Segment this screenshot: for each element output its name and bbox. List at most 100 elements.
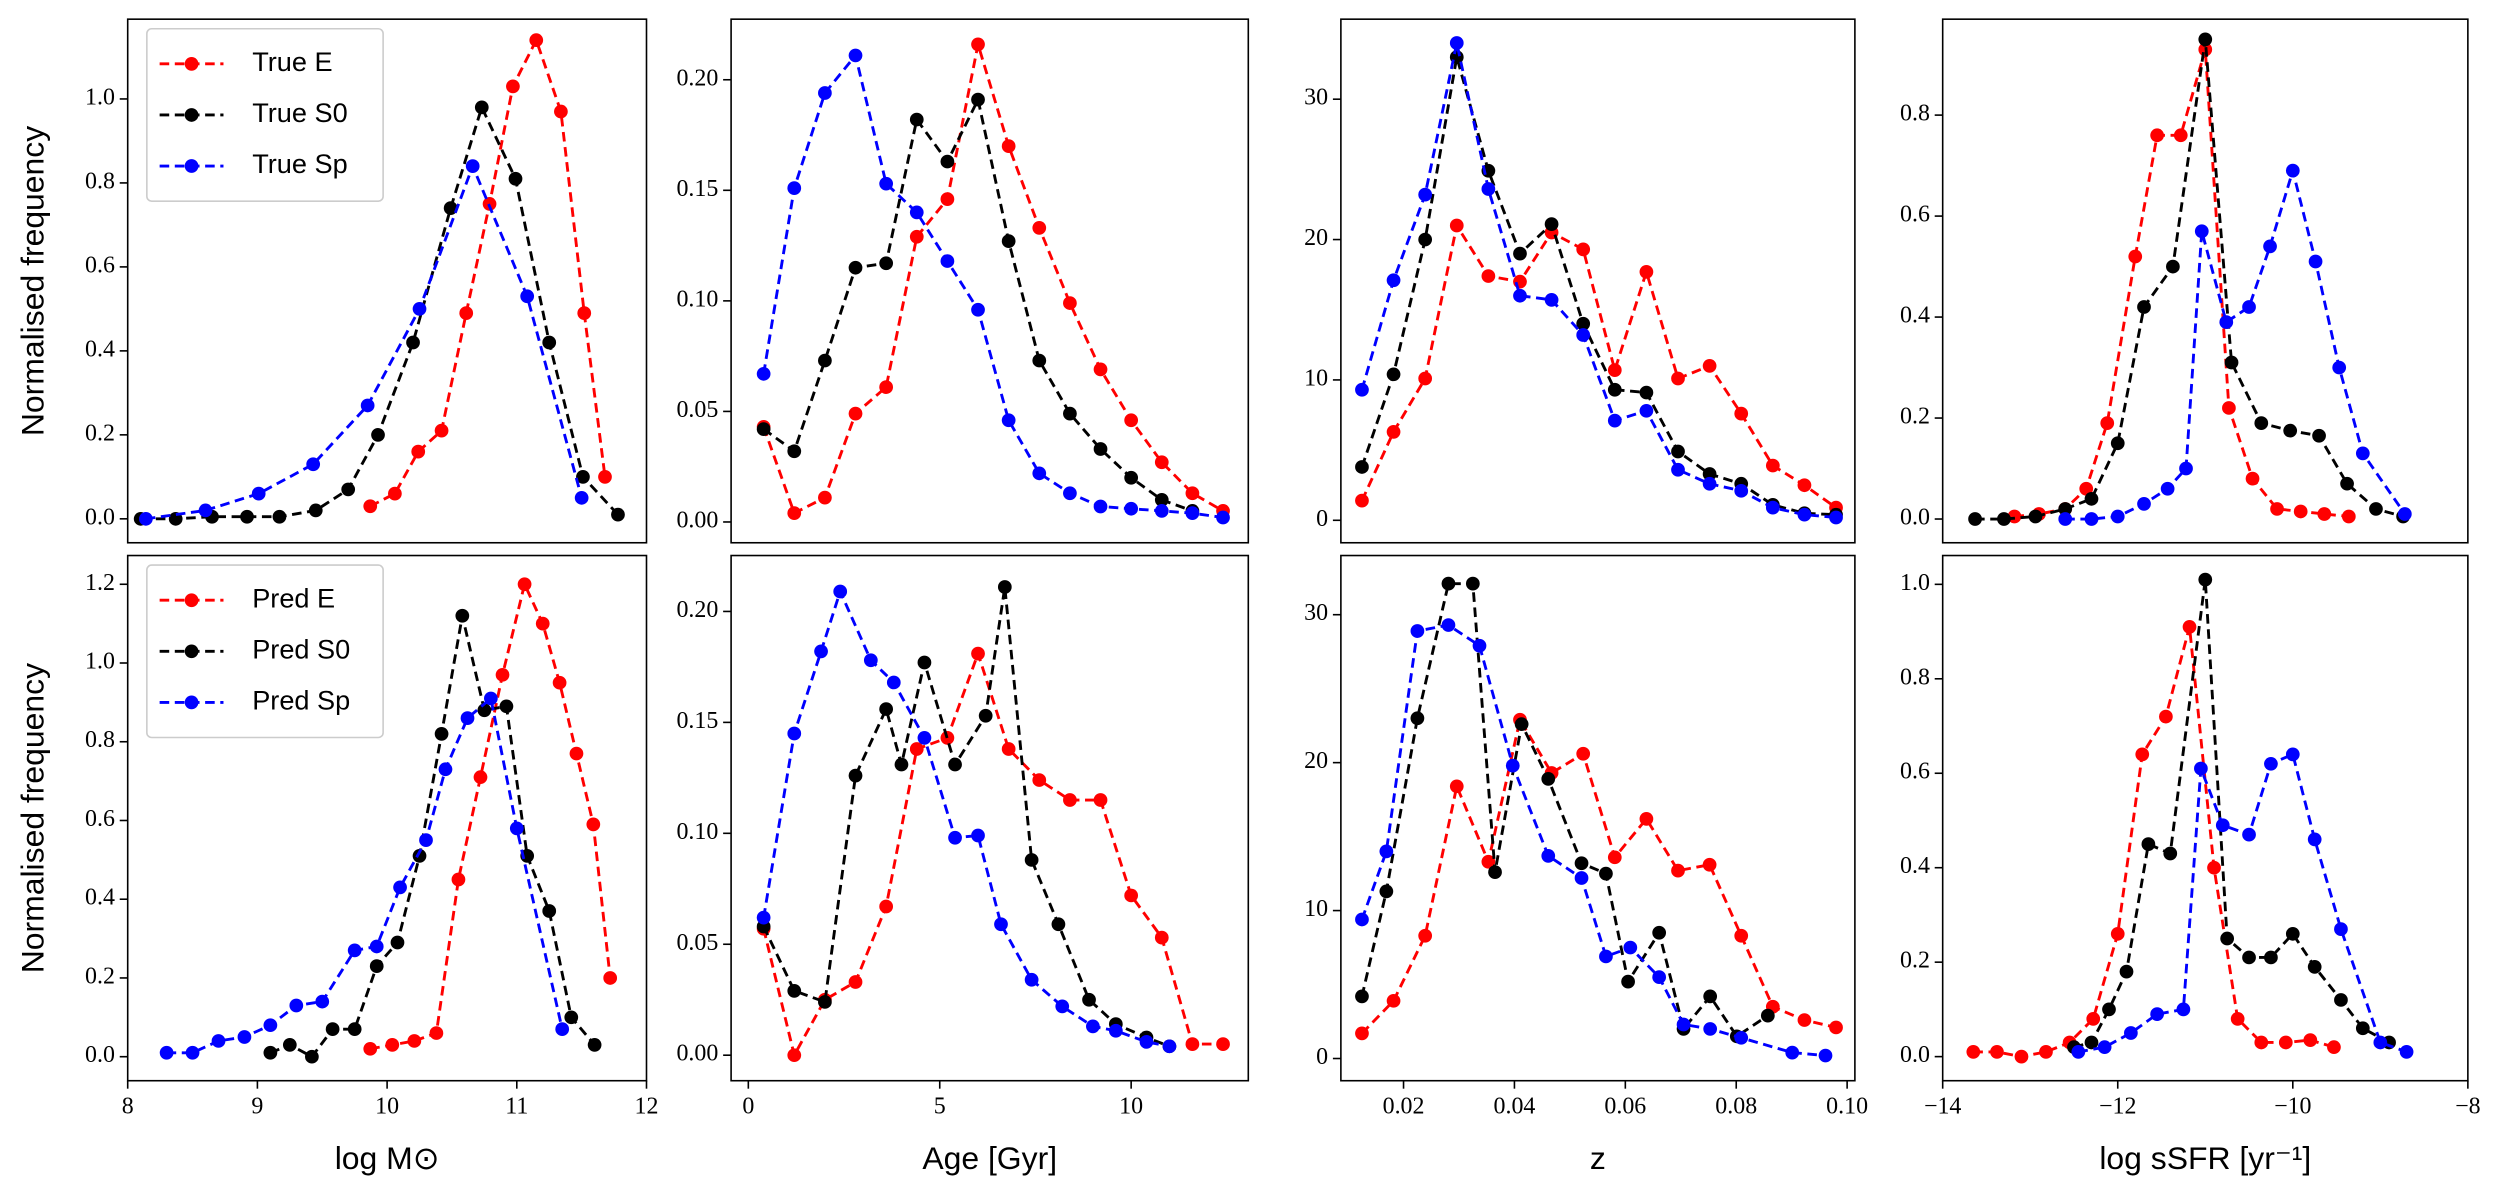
x-tick-label: −8 — [2455, 1093, 2481, 1119]
axes-frame — [730, 18, 1250, 544]
data-point — [1765, 458, 1780, 473]
data-point — [2332, 360, 2347, 375]
data-point — [2110, 509, 2125, 524]
data-point — [2307, 832, 2322, 847]
data-point — [2176, 1002, 2191, 1017]
data-point — [2312, 428, 2326, 443]
data-point — [535, 616, 550, 631]
data-point — [2230, 1011, 2245, 1026]
data-point — [434, 423, 449, 438]
data-point — [473, 770, 488, 785]
data-point — [2308, 254, 2323, 269]
data-point — [2303, 1033, 2318, 1047]
data-point — [909, 229, 924, 244]
data-point — [894, 757, 909, 772]
data-point — [1063, 406, 1077, 421]
data-point — [1765, 500, 1780, 515]
legend-box — [146, 564, 384, 739]
data-point — [2373, 1035, 2388, 1050]
y-tick-label: 0.8 — [85, 168, 115, 194]
data-point — [994, 917, 1008, 932]
data-point — [1093, 499, 1108, 514]
data-point — [818, 353, 832, 368]
y-tick-label: 0.00 — [676, 507, 718, 533]
data-point — [2278, 1035, 2293, 1050]
data-point — [509, 821, 524, 836]
y-tick-label: 30 — [1304, 85, 1328, 111]
data-point — [2220, 931, 2235, 946]
data-point — [1441, 618, 1456, 632]
y-tick-label: 0.00 — [676, 1041, 718, 1067]
data-point — [2182, 619, 2197, 634]
data-point — [1734, 1030, 1749, 1045]
data-point — [508, 171, 523, 186]
data-point — [848, 768, 863, 783]
y-tick-label: 0.4 — [1900, 303, 1930, 329]
data-point — [1544, 217, 1559, 231]
y-tick-label: 0.6 — [85, 806, 115, 832]
legend-label: True S0 — [252, 97, 347, 128]
data-point — [577, 306, 592, 320]
data-point — [2285, 163, 2300, 178]
series-line — [762, 587, 1170, 1048]
data-point — [2119, 964, 2134, 979]
data-point — [569, 746, 584, 761]
x-axis-label: log sSFR [yr⁻¹] — [2099, 1140, 2311, 1176]
data-point — [1032, 466, 1047, 481]
data-point — [2028, 509, 2043, 524]
data-point — [2014, 1049, 2029, 1064]
data-point — [1576, 328, 1591, 342]
data-point — [2194, 224, 2209, 239]
data-point — [1418, 232, 1433, 247]
data-point — [886, 675, 901, 690]
data-point — [863, 653, 878, 668]
data-point — [2222, 401, 2236, 415]
data-point — [1162, 1039, 1177, 1054]
data-point — [1505, 758, 1520, 773]
y-tick-label: 0.0 — [1900, 1042, 1930, 1068]
data-point — [1124, 413, 1139, 428]
data-point — [848, 975, 863, 989]
plot-area — [1355, 576, 1843, 1063]
data-point — [237, 1030, 252, 1044]
data-point — [1093, 362, 1108, 377]
data-point — [1355, 382, 1369, 397]
data-point — [347, 943, 362, 958]
data-point — [412, 849, 427, 863]
x-tick-label: 0.10 — [1826, 1093, 1868, 1119]
data-point — [1154, 930, 1169, 945]
data-point — [879, 256, 894, 271]
data-point — [2242, 827, 2256, 842]
data-point — [360, 398, 375, 413]
x-tick-label: −12 — [2099, 1093, 2136, 1119]
series-line — [145, 162, 584, 521]
data-point — [2150, 128, 2164, 143]
legend-marker — [184, 593, 199, 608]
data-point — [369, 939, 384, 954]
data-point — [564, 1010, 579, 1025]
data-point — [2102, 1002, 2116, 1017]
legend-marker — [184, 644, 199, 659]
data-point — [1449, 218, 1464, 233]
data-point — [879, 899, 894, 914]
data-point — [2084, 512, 2099, 526]
data-point — [1418, 928, 1433, 943]
data-point — [2079, 481, 2094, 496]
data-point — [1997, 512, 2011, 526]
data-point — [1734, 483, 1749, 498]
plot-area — [756, 37, 1230, 525]
data-point — [1418, 187, 1433, 202]
axes-frame — [730, 554, 1250, 1082]
data-point — [517, 577, 532, 592]
data-point — [1702, 476, 1717, 491]
y-tick-label: 0.10 — [676, 286, 718, 312]
data-point — [1024, 972, 1039, 987]
data-point — [2163, 846, 2178, 861]
series-line — [2065, 165, 2407, 521]
subplot: 0.0 0.2 0.4 0.6 0.8 1.0 Normalised frequency Tr… — [15, 18, 648, 544]
data-point — [2264, 950, 2278, 965]
data-point — [1154, 504, 1169, 518]
y-tick-label: 0.2 — [85, 420, 115, 446]
data-point — [1639, 403, 1654, 418]
x-axis-label: log M⊙ — [335, 1140, 440, 1176]
